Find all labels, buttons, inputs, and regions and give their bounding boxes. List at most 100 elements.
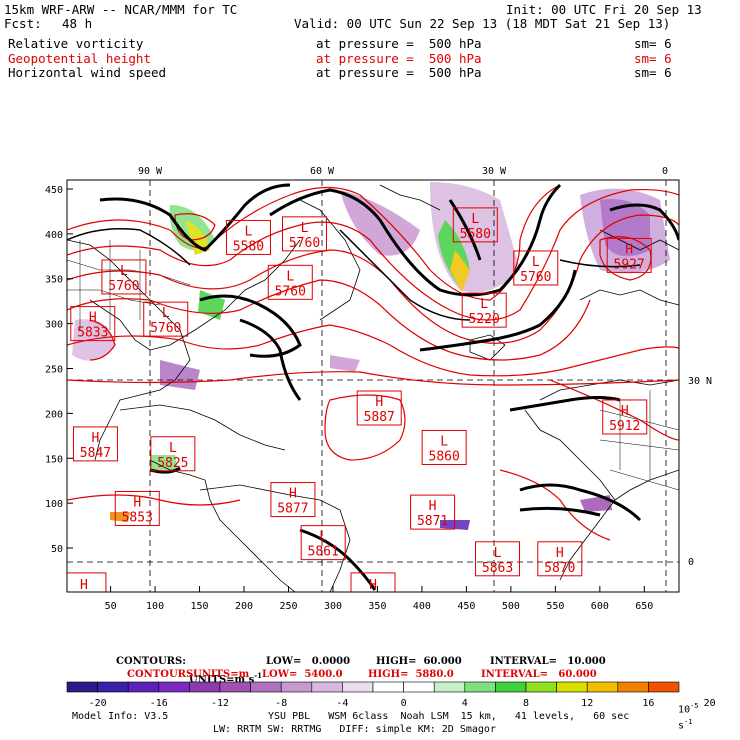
center-value: 5887 xyxy=(364,410,395,425)
colorbar-cell xyxy=(495,681,527,693)
center-value: 5863 xyxy=(482,561,513,576)
center-type: L xyxy=(301,221,309,236)
lon-label-90w: 90 W xyxy=(138,166,163,177)
field-height-level: at pressure = 500 hPa xyxy=(316,51,482,66)
colorbar-label: -16 xyxy=(150,698,168,709)
center-type: L xyxy=(169,441,177,456)
center-box xyxy=(282,216,328,252)
y-tick-label: 300 xyxy=(45,320,63,331)
field-wind-level: at pressure = 500 hPa xyxy=(316,65,482,80)
physics-line-1: YSU PBL WSM 6class Noah LSM 15 km, 41 le… xyxy=(268,711,630,722)
wind-contours xyxy=(99,183,679,591)
contours-red-units: UNITS=m xyxy=(193,669,250,680)
colorbar-cell xyxy=(372,681,404,693)
center-value: 5760 xyxy=(289,236,320,251)
x-axis-ticks: 50 100 150 200 250 300 350 400 450 500 550 600 650 xyxy=(105,586,653,612)
center-box xyxy=(513,250,559,286)
center-type: H xyxy=(80,578,88,593)
center-box xyxy=(537,541,583,577)
center-type: L xyxy=(440,434,448,449)
colorbar-cell xyxy=(525,681,557,693)
center-box xyxy=(267,264,313,300)
center-value: 5760 xyxy=(150,321,181,336)
coastlines xyxy=(67,184,679,592)
center-box xyxy=(150,436,196,472)
center-box xyxy=(475,541,521,577)
center-box xyxy=(356,390,402,426)
contours-red-low: LOW= 5400.0 xyxy=(262,669,343,680)
colorbar-cell xyxy=(586,681,619,693)
latlon-grid xyxy=(67,180,679,592)
colorbar-label: -12 xyxy=(211,698,229,709)
center-box xyxy=(602,399,648,435)
center-value: 5853 xyxy=(122,511,153,526)
y-axis-ticks: 50 100 150 200 250 300 350 400 450 xyxy=(45,185,73,555)
colorbar-cell xyxy=(66,681,98,693)
high-center: H xyxy=(67,572,107,593)
center-type: L xyxy=(120,264,128,279)
center-type: L xyxy=(245,224,253,239)
center-value: 5833 xyxy=(77,326,108,341)
colorbar-unit: 10-5 s-1 xyxy=(666,688,699,733)
contours-black-label: CONTOURS: xyxy=(116,656,186,667)
colorbar-label: -4 xyxy=(336,698,348,709)
colorbar-unit-sup: -5 xyxy=(690,702,699,710)
forecast-hours: 48 h xyxy=(62,16,93,31)
lat-label-30n: 30 N xyxy=(688,376,712,387)
center-value: 5927 xyxy=(614,257,645,272)
x-tick-label: 600 xyxy=(591,601,609,612)
center-value: 5860 xyxy=(429,449,460,464)
x-tick-label: 400 xyxy=(413,601,431,612)
colorbar-cell xyxy=(403,681,435,693)
field-wind-sm: sm= 6 xyxy=(634,65,672,80)
colorbar-cell xyxy=(189,681,221,693)
center-value: 5220 xyxy=(469,312,500,327)
physics-line-2: LW: RRTM SW: RRTMG DIFF: simple KM: 2D S… xyxy=(213,724,496,735)
colorbar-label: 16 xyxy=(642,698,654,709)
center-type: L xyxy=(319,530,327,545)
center-type: H xyxy=(369,578,377,593)
center-type: L xyxy=(480,297,488,312)
center-value: 5847 xyxy=(80,446,111,461)
x-tick-label: 500 xyxy=(502,601,520,612)
model-title: 15km WRF-ARW -- NCAR/MMM for TC xyxy=(4,2,238,17)
center-value: 5871 xyxy=(417,514,448,529)
center-value: 5912 xyxy=(609,419,640,434)
center-box xyxy=(300,525,346,561)
x-tick-label: 450 xyxy=(457,601,475,612)
colorbar-label: 20 xyxy=(704,698,716,709)
colorbar-cell xyxy=(158,681,190,693)
colorbar-unit-base: 10 xyxy=(678,704,691,716)
colorbar-label: 12 xyxy=(581,698,593,709)
x-tick-label: 300 xyxy=(324,601,342,612)
center-type: H xyxy=(92,431,100,446)
center-type: H xyxy=(556,546,564,561)
colorbar-cell xyxy=(97,681,129,693)
center-box xyxy=(225,219,271,255)
contours-black-low: LOW= 0.0000 xyxy=(266,656,351,667)
center-type: L xyxy=(162,306,170,321)
colorbar: -20 -16 -12 -8 -4 0 4 8 12 16 20 xyxy=(66,681,716,709)
wind-contours-thin xyxy=(67,228,641,321)
colorbar-label: 8 xyxy=(523,698,529,709)
center-box xyxy=(101,259,147,295)
contours-black-interval: INTERVAL= 10.000 xyxy=(490,656,606,667)
colorbar-cell xyxy=(311,681,343,693)
x-tick-label: 550 xyxy=(546,601,564,612)
center-box xyxy=(143,301,189,337)
center-type: H xyxy=(375,395,383,410)
center-value: 5870 xyxy=(544,561,575,576)
colorbar-cell xyxy=(556,681,588,693)
colorbar-unit-tail: s xyxy=(678,720,685,732)
